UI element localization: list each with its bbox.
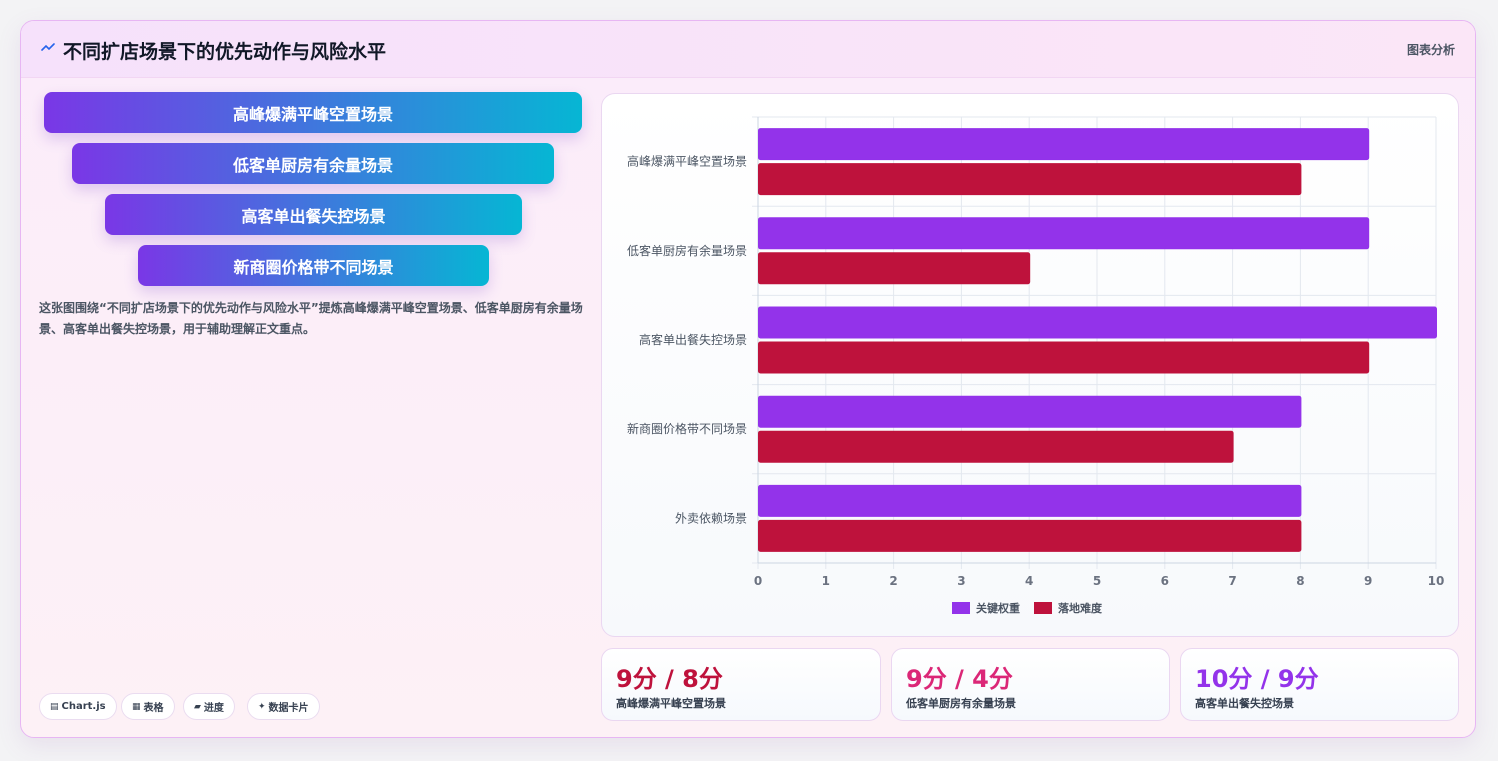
bar xyxy=(758,252,1031,285)
table-icon: ▦ xyxy=(132,701,141,712)
chip-progress[interactable]: ▰ 进度 xyxy=(183,693,235,720)
stat-value: 9分 / 8分 xyxy=(616,665,723,693)
bar xyxy=(758,128,1370,161)
stat-card-3: 10分 / 9分 高客单出餐失控场景 xyxy=(1180,648,1459,721)
chip-label: 表格 xyxy=(143,703,164,714)
chart-card: 不同扩店场景下的优先动作与风险水平 图表分析 高峰爆满平峰空置场景 低客单厨房有… xyxy=(20,20,1476,738)
bar xyxy=(758,217,1370,250)
bar xyxy=(758,306,1437,339)
chart-analysis-link[interactable]: 图表分析 xyxy=(1406,43,1455,57)
stat-value: 10分 / 9分 xyxy=(1195,665,1319,693)
x-tick-label: 9 xyxy=(1364,574,1372,588)
y-tick-label: 高峰爆满平峰空置场景 xyxy=(627,154,747,169)
sparkle-icon: ✦ xyxy=(258,701,266,712)
x-tick-label: 0 xyxy=(754,574,762,588)
y-tick-label: 高客单出餐失控场景 xyxy=(639,332,747,347)
bar xyxy=(758,484,1302,517)
stat-label: 高峰爆满平峰空置场景 xyxy=(616,697,726,710)
legend-label: 落地难度 xyxy=(1058,601,1103,615)
stat-card-2: 9分 / 4分 低客单厨房有余量场景 xyxy=(891,648,1170,721)
funnel-step-3: 高客单出餐失控场景 xyxy=(105,194,522,235)
x-tick-label: 8 xyxy=(1296,574,1304,588)
chart-description: 这张图围绕“不同扩店场景下的优先动作与风险水平”提炼高峰爆满平峰空置场景、低客单… xyxy=(39,301,583,336)
page-title: 不同扩店场景下的优先动作与风险水平 xyxy=(63,41,387,63)
chip-label: 进度 xyxy=(203,703,224,714)
chip-chartjs[interactable]: ▤ Chart.js xyxy=(39,693,117,720)
y-tick-label: 新商圈价格带不同场景 xyxy=(627,421,747,436)
legend-swatch xyxy=(952,602,970,614)
x-tick-label: 5 xyxy=(1093,574,1101,588)
x-tick-label: 6 xyxy=(1161,574,1169,588)
chip-label: Chart.js xyxy=(61,701,106,712)
y-tick-label: 外卖依赖场景 xyxy=(675,510,747,525)
x-tick-label: 7 xyxy=(1228,574,1236,588)
x-tick-label: 3 xyxy=(957,574,965,588)
funnel-step-4: 新商圈价格带不同场景 xyxy=(138,245,489,286)
progress-icon: ▰ xyxy=(194,701,201,712)
x-tick-label: 10 xyxy=(1428,574,1445,588)
legend-label: 关键权重 xyxy=(976,601,1020,615)
bar-chart: 0 1 2 3 4 5 6 7 8 9 10 高峰爆满平峰空置场景低客单厨房有余量场景高客单出餐失控场… xyxy=(627,116,1445,615)
chart-panel: 0 1 2 3 4 5 6 7 8 9 10 高峰爆满平峰空置场景 低客单厨房有余量场景高客单出餐失控场… xyxy=(601,93,1459,637)
x-tick-label: 4 xyxy=(1025,574,1033,588)
x-tick-label: 2 xyxy=(889,574,897,588)
y-tick-label: 低客单厨房有余量场景 xyxy=(627,243,747,258)
stat-card-1: 9分 / 8分 高峰爆满平峰空置场景 xyxy=(601,648,881,721)
stat-label: 低客单厨房有余量场景 xyxy=(906,697,1016,710)
chip-label: 数据卡片 xyxy=(268,703,309,714)
stat-label: 高客单出餐失控场景 xyxy=(1195,697,1294,710)
chip-data-card[interactable]: ✦ 数据卡片 xyxy=(247,693,320,720)
stat-value: 9分 / 4分 xyxy=(906,665,1013,693)
bar xyxy=(758,430,1234,463)
bar xyxy=(758,395,1302,428)
x-tick-label: 1 xyxy=(822,574,830,588)
funnel-step-1: 高峰爆满平峰空置场景 xyxy=(44,92,582,133)
card-header: 不同扩店场景下的优先动作与风险水平 图表分析 xyxy=(21,21,1475,78)
bar xyxy=(758,519,1302,552)
bar xyxy=(758,341,1370,374)
chip-table[interactable]: ▦ 表格 xyxy=(121,693,175,720)
funnel-step-2: 低客单厨房有余量场景 xyxy=(72,143,554,184)
bar xyxy=(758,163,1302,196)
legend-swatch xyxy=(1034,602,1052,614)
chart-icon: ▤ xyxy=(50,701,59,712)
trend-icon xyxy=(41,43,55,51)
